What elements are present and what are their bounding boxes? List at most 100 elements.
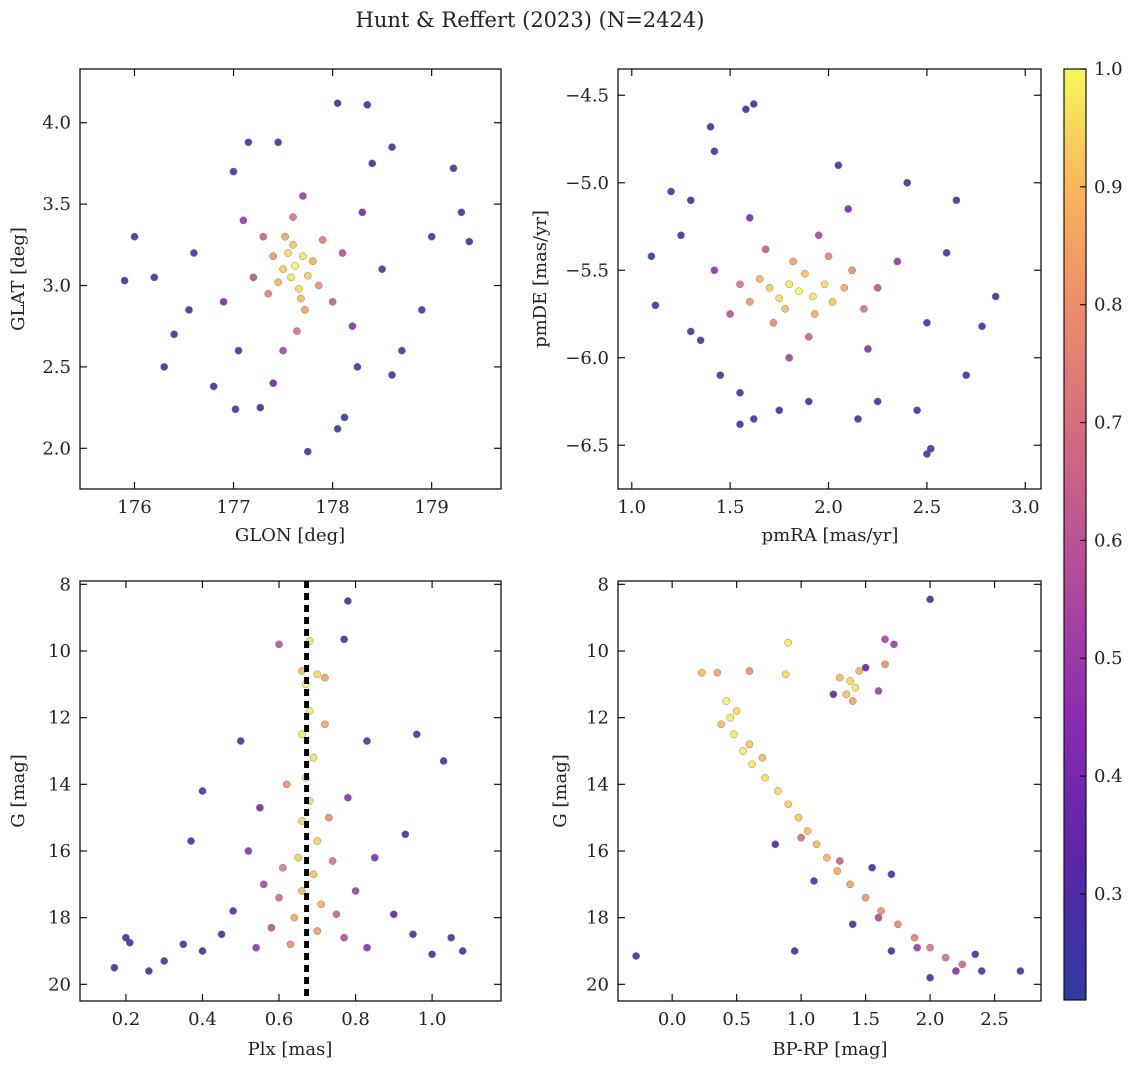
data-point: [952, 967, 960, 975]
x-tick-label: 2.5: [980, 1009, 1009, 1030]
data-point: [279, 346, 287, 355]
data-point: [836, 673, 844, 682]
data-point: [842, 690, 851, 699]
data-point: [736, 388, 744, 397]
data-point: [903, 178, 912, 187]
data-point: [855, 667, 864, 675]
x-tick-label: 2.5: [913, 497, 942, 518]
data-point: [706, 123, 715, 131]
data-point: [244, 847, 253, 855]
panel-plx-g: 0.2 0.4 0.6 0.8 1.0 8 10 12 14 16 18 20 Plx [mas] G…: [8, 574, 502, 1060]
data-point: [828, 297, 837, 306]
data-point: [887, 870, 896, 879]
data-point: [297, 294, 305, 303]
data-point: [256, 403, 265, 412]
data-point: [829, 690, 838, 699]
x-axis-label: BP-RP [mag]: [772, 1039, 887, 1060]
y-tick-label: 14: [586, 774, 609, 795]
data-point: [122, 933, 130, 942]
data-point: [289, 213, 297, 221]
data-point: [755, 275, 764, 283]
data-point: [269, 379, 278, 388]
data-point: [447, 933, 456, 942]
x-tick-label: 2.0: [814, 497, 843, 518]
colorbar-tick-label: 0.6: [1094, 530, 1123, 551]
data-point: [823, 853, 831, 862]
data-point: [333, 424, 342, 433]
data-point: [313, 927, 322, 935]
data-point: [977, 967, 986, 975]
data-point: [797, 833, 805, 842]
y-tick-label: 8: [598, 574, 609, 595]
data-point: [340, 635, 348, 644]
x-tick-label: 178: [315, 497, 349, 518]
data-point: [234, 346, 243, 355]
data-point: [294, 853, 303, 862]
data-point: [877, 907, 885, 915]
data-point: [267, 923, 276, 932]
data-point: [803, 827, 812, 835]
data-point: [795, 287, 803, 296]
data-point: [784, 638, 793, 647]
data-point: [784, 800, 793, 809]
data-point: [389, 910, 398, 919]
data-point: [321, 673, 329, 682]
data-point: [409, 930, 417, 939]
data-point: [854, 415, 862, 423]
y-tick-label: −4.5: [565, 85, 609, 106]
data-point: [275, 893, 283, 902]
x-axis-label: GLON [deg]: [235, 525, 345, 546]
y-tick-label: 8: [60, 574, 71, 595]
colorbar-gradient: [1063, 68, 1087, 1001]
data-point: [785, 280, 794, 289]
y-tick-label: 2.0: [42, 438, 71, 459]
data-point: [851, 683, 860, 692]
data-point: [761, 773, 769, 782]
data-point: [647, 252, 656, 261]
data-point: [328, 297, 337, 306]
data-point: [120, 276, 129, 285]
data-point: [281, 232, 289, 241]
data-point: [264, 289, 273, 298]
data-point: [913, 406, 921, 415]
data-point: [368, 159, 377, 168]
data-point: [890, 640, 898, 649]
y-axis-label: pmDE [mas/yr]: [530, 210, 551, 348]
y-tick-label: 16: [48, 841, 71, 862]
data-point: [739, 747, 747, 755]
data-point: [913, 943, 922, 952]
data-point: [298, 887, 306, 895]
data-point: [219, 297, 228, 306]
data-point: [873, 283, 882, 292]
data-point: [812, 840, 821, 849]
data-point: [775, 406, 784, 415]
data-point: [427, 232, 436, 241]
data-point: [291, 262, 299, 270]
colorbar-tick-label: 0.3: [1094, 884, 1123, 905]
data-point: [971, 950, 980, 959]
data-point: [894, 920, 902, 929]
figure-title: Hunt & Reffert (2023) (N=2424): [356, 8, 705, 32]
axes-frame: [617, 580, 1042, 1002]
data-point: [229, 167, 238, 176]
data-point: [677, 231, 685, 240]
data-point: [198, 947, 207, 955]
data-point: [651, 301, 660, 310]
x-tick-label: 3.0: [1011, 497, 1040, 518]
data-point: [340, 413, 349, 422]
data-point: [190, 249, 198, 257]
data-point: [726, 310, 734, 318]
data-point: [848, 697, 857, 705]
data-point: [632, 952, 640, 960]
data-point: [299, 192, 307, 200]
y-tick-label: 10: [48, 641, 71, 662]
data-point: [848, 266, 856, 275]
data-point: [309, 870, 318, 879]
data-point: [874, 687, 883, 695]
data-point: [348, 322, 357, 331]
data-point: [344, 597, 352, 605]
data-point: [398, 346, 406, 355]
data-point: [746, 297, 754, 306]
data-point: [286, 940, 295, 949]
data-point: [293, 327, 301, 335]
